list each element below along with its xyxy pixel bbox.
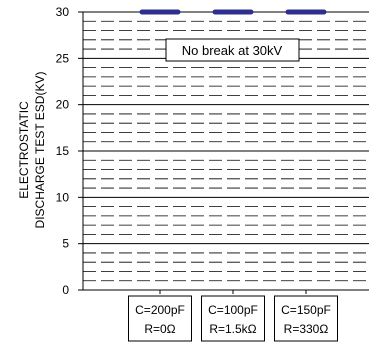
- y-tick-label: 20: [56, 98, 70, 112]
- category-label-line2: R=330Ω: [284, 322, 329, 336]
- y-axis-title-line1: ELECTROSTATIC: [17, 101, 31, 199]
- axes: [78, 11, 369, 294]
- y-axis-title-line2: DISCHARGE TEST ESD(KV): [33, 72, 47, 229]
- category-label-line2: R=1.5kΩ: [209, 322, 256, 336]
- y-tick-label: 10: [56, 190, 70, 204]
- category-label-box: [274, 295, 338, 342]
- y-tick-label: 25: [56, 51, 70, 65]
- category-label-box: [201, 295, 265, 342]
- category-labels: C=200pF R=0Ω C=100pF R=1.5kΩ C=150pF R=330Ω: [128, 295, 338, 342]
- annotation-box: No break at 30kV: [165, 38, 300, 62]
- y-tick-label: 15: [56, 144, 70, 158]
- category-label-box: [128, 295, 192, 342]
- annotation-text: No break at 30kV: [182, 43, 283, 58]
- category-label-line1: C=100pF: [208, 303, 258, 317]
- y-tick-label: 0: [62, 283, 69, 297]
- annotation-frame: [165, 38, 300, 62]
- y-tick-label: 5: [62, 237, 69, 251]
- y-tick-label: 30: [56, 5, 70, 19]
- category-label-line2: R=0Ω: [144, 322, 175, 336]
- y-tick-labels: 0 5 10 15 20 25 30: [56, 5, 70, 297]
- y-axis-title: ELECTROSTATIC DISCHARGE TEST ESD(KV): [17, 72, 47, 229]
- category-label-line1: C=150pF: [281, 303, 331, 317]
- category-label-line1: C=200pF: [135, 303, 185, 317]
